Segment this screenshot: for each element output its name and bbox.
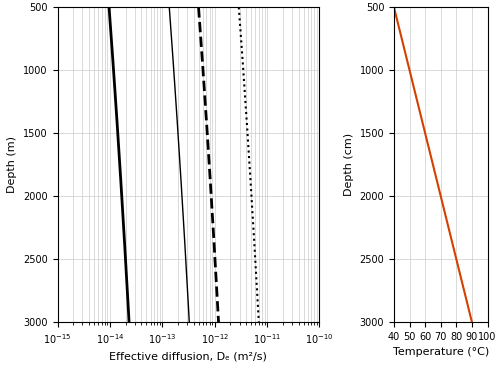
HS [porosity = 0.008]: [180, 221, 186, 226]
HS [porosity = 0.002]: [122, 256, 128, 261]
Line: HS [porosity = 0.002]: HS [porosity = 0.002]: [109, 7, 129, 322]
HS [porosity = 0.002]: [106, 5, 112, 10]
MQ [porosity = 0.002]: [204, 132, 210, 137]
Y-axis label: Depth (cm): Depth (cm): [344, 133, 354, 196]
HS [porosity = 0.008]: [166, 5, 172, 10]
HS [porosity = 0.008]: [175, 132, 181, 137]
MQ [porosity = 0.002]: [216, 320, 222, 324]
MQ [porosity = 0.002]: [212, 251, 218, 255]
MQ [porosity = 0.002]: [198, 37, 204, 42]
MQ [porosity = 0.008]: [244, 132, 250, 137]
Line: MQ [porosity = 0.008]: MQ [porosity = 0.008]: [239, 7, 259, 322]
HS [porosity = 0.002]: [126, 320, 132, 324]
HS [porosity = 0.008]: [182, 256, 188, 261]
MQ [porosity = 0.002]: [196, 5, 202, 10]
X-axis label: Temperature (°C): Temperature (°C): [392, 347, 489, 357]
MQ [porosity = 0.008]: [252, 251, 258, 255]
MQ [porosity = 0.008]: [252, 256, 258, 261]
Y-axis label: Depth (m): Depth (m): [8, 136, 18, 193]
MQ [porosity = 0.008]: [246, 144, 252, 148]
Line: MQ [porosity = 0.002]: MQ [porosity = 0.002]: [198, 7, 218, 322]
MQ [porosity = 0.002]: [205, 144, 211, 148]
Line: HS [porosity = 0.008]: HS [porosity = 0.008]: [170, 7, 190, 322]
HS [porosity = 0.002]: [122, 251, 128, 255]
HS [porosity = 0.002]: [116, 144, 121, 148]
MQ [porosity = 0.002]: [210, 221, 216, 226]
MQ [porosity = 0.008]: [250, 221, 256, 226]
HS [porosity = 0.008]: [168, 37, 174, 42]
HS [porosity = 0.008]: [186, 320, 192, 324]
X-axis label: Effective diffusion, Dₑ (m²/s): Effective diffusion, Dₑ (m²/s): [110, 351, 268, 361]
MQ [porosity = 0.008]: [236, 5, 242, 10]
HS [porosity = 0.002]: [108, 37, 114, 42]
MQ [porosity = 0.008]: [238, 37, 244, 42]
HS [porosity = 0.002]: [120, 221, 126, 226]
HS [porosity = 0.008]: [176, 144, 182, 148]
HS [porosity = 0.002]: [115, 132, 121, 137]
MQ [porosity = 0.008]: [256, 320, 262, 324]
HS [porosity = 0.008]: [182, 251, 188, 255]
MQ [porosity = 0.002]: [212, 256, 218, 261]
